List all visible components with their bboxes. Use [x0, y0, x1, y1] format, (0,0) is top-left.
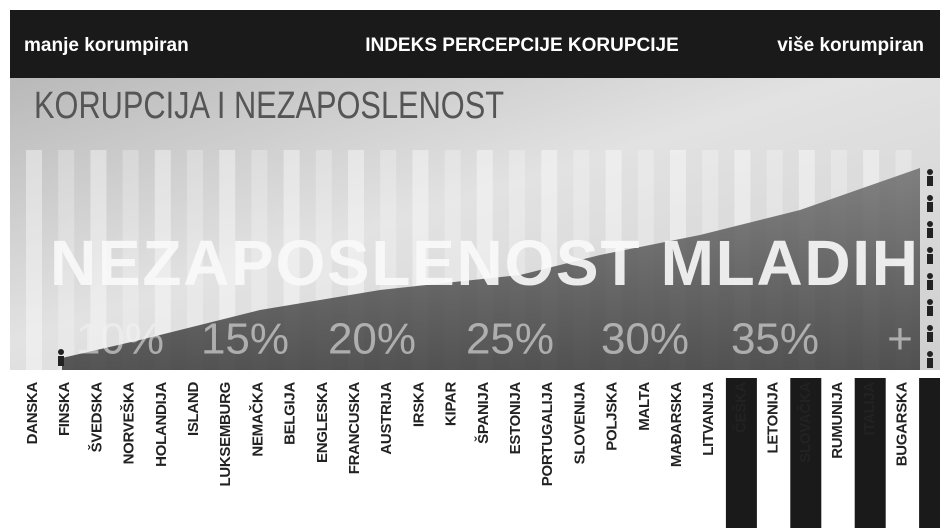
country-label: ISLAND — [185, 382, 202, 437]
country-label: POLJSKA — [604, 382, 621, 451]
country-label: ESTONIJA — [507, 382, 524, 455]
country-label: LUKSEMBURG — [217, 382, 234, 487]
highlight-box — [854, 378, 886, 528]
stripe — [26, 150, 42, 370]
scale: 10% 15% 20% 25% 30% 35% + — [76, 315, 913, 364]
country-label: ITALIJA — [861, 382, 878, 436]
headline: NEZAPOSLENOST MLADIH — [50, 227, 918, 299]
country-list: DANSKA FINSKA ŠVEDSKA NORVEŠKA HOLANDIJA ISLA… — [24, 378, 940, 528]
country-label: AUSTRIJA — [378, 382, 395, 455]
scale-label: 20% — [328, 315, 416, 364]
country-label: HOLANDIJA — [153, 382, 170, 467]
stripe — [122, 150, 139, 370]
country-label: ŠPANIJA — [474, 382, 492, 444]
highlight-box — [725, 378, 757, 528]
country-label: RUMUNIJA — [829, 382, 846, 459]
country-label: IRSKA — [410, 382, 427, 428]
stripe — [58, 150, 75, 370]
header-right: više korumpiran — [777, 35, 924, 56]
stripe — [219, 150, 236, 370]
country-label: LITVANIJA — [700, 382, 717, 456]
unemployment-area — [62, 168, 920, 370]
country-label: MALTA — [636, 382, 653, 431]
stripe — [154, 150, 171, 370]
country-label: MAĐARSKA — [668, 382, 685, 468]
country-label: DANSKA — [24, 382, 41, 445]
country-label: ČEŠKA — [731, 382, 749, 433]
scale-label: 15% — [201, 315, 289, 364]
stripe — [90, 150, 107, 370]
scale-label: 25% — [466, 315, 554, 364]
header-center: INDEKS PERCEPCIJE KORUPCIJE — [365, 35, 679, 56]
country-label: NEMAČKA — [248, 382, 266, 457]
scale-label: 10% — [76, 315, 164, 364]
country-label: LETONIJA — [765, 382, 782, 454]
highlight-box — [790, 378, 822, 528]
country-label: PORTUGALIJA — [539, 382, 556, 487]
header-left: manje korumpiran — [24, 35, 189, 56]
highlight-box — [919, 378, 940, 528]
country-label: ENGLESKA — [314, 382, 331, 463]
title: KORUPCIJA I NEZAPOSLENOST — [34, 85, 504, 127]
scale-label: + — [887, 315, 913, 364]
country-label: FINSKA — [56, 382, 73, 437]
country-label: FRANCUSKA — [346, 382, 363, 475]
country-label: ŠVEDSKA — [87, 382, 105, 453]
scale-label: 30% — [601, 315, 689, 364]
country-label: BUGARSKA — [893, 382, 910, 467]
country-label: BELGIJA — [282, 382, 299, 445]
country-label: KIPAR — [443, 382, 460, 427]
header-bar — [10, 10, 940, 78]
person-icons — [58, 169, 933, 368]
country-label: NORVEŠKA — [120, 382, 138, 465]
scale-label: 35% — [731, 315, 819, 364]
country-label: SLOVAČKA — [796, 382, 814, 463]
stripe — [187, 150, 203, 370]
country-label: SLOVENIJA — [571, 382, 588, 465]
